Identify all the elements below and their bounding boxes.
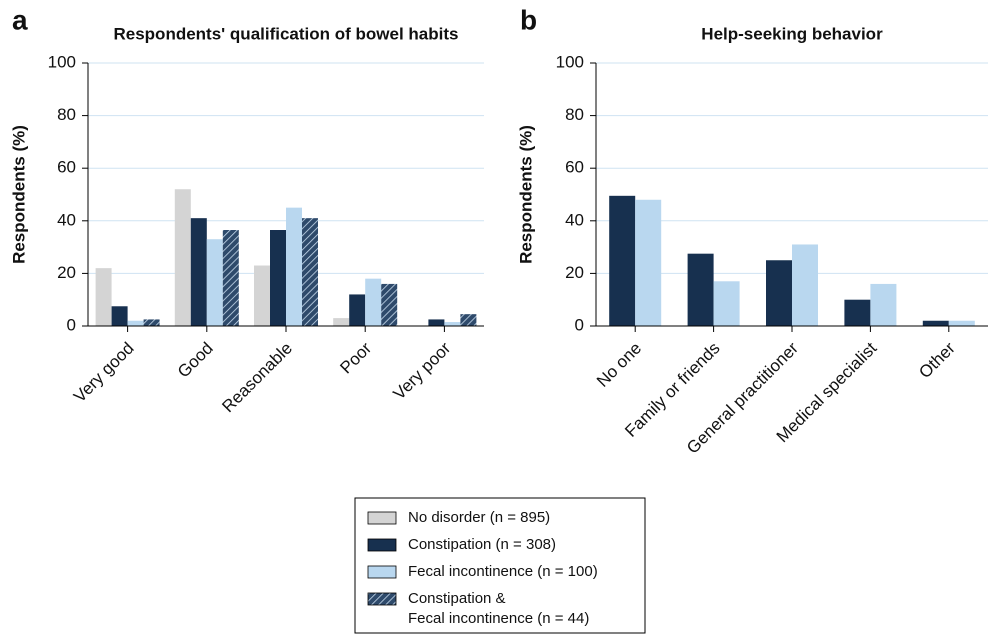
chart-title: Respondents' qualification of bowel habi… xyxy=(113,24,458,43)
x-tick-label: Poor xyxy=(336,338,375,377)
y-tick-label: 40 xyxy=(565,210,584,229)
bar xyxy=(428,319,445,326)
y-tick-label: 60 xyxy=(565,158,584,177)
legend-box xyxy=(354,497,646,634)
bar xyxy=(302,218,318,326)
legend-swatch xyxy=(367,565,397,579)
legend-swatch xyxy=(367,511,397,525)
y-tick-label: 80 xyxy=(565,105,584,124)
legend-label: No disorder (n = 895) xyxy=(408,509,550,526)
x-tick-label: Good xyxy=(174,339,217,382)
bar xyxy=(349,294,366,326)
bar xyxy=(254,265,270,326)
bar xyxy=(635,199,662,326)
bar xyxy=(270,230,286,326)
bar xyxy=(870,283,897,326)
bar xyxy=(948,320,975,326)
bar xyxy=(381,283,398,326)
x-tick-label: Very good xyxy=(70,339,138,407)
legend: No disorder (n = 895) Constipation (n = 3… xyxy=(354,497,646,634)
y-tick-label: 20 xyxy=(565,263,584,282)
x-tick-label: Very poor xyxy=(390,338,455,403)
y-axis-label: Respondents (%) xyxy=(9,125,28,264)
x-tick-label: Other xyxy=(915,338,959,382)
chart-title: Help-seeking behavior xyxy=(701,24,883,43)
bar xyxy=(333,318,350,326)
x-tick-label: No one xyxy=(593,339,645,391)
bar xyxy=(286,207,302,326)
y-tick-label: 0 xyxy=(575,315,584,334)
y-tick-label: 20 xyxy=(57,263,76,282)
legend-label: Constipation (n = 308) xyxy=(408,536,556,553)
y-tick-label: 0 xyxy=(67,315,76,334)
bar xyxy=(792,244,818,326)
bar xyxy=(844,299,871,326)
bar xyxy=(222,230,239,326)
y-tick-label: 60 xyxy=(57,158,76,177)
legend-swatch xyxy=(367,592,397,606)
bar xyxy=(609,195,636,326)
legend-label-line: Constipation & xyxy=(408,590,506,607)
bar xyxy=(766,260,792,326)
bar xyxy=(127,320,144,326)
panel-label: b xyxy=(520,4,537,35)
panel-label: a xyxy=(12,4,28,35)
legend-label-line: Fecal incontinence (n = 44) xyxy=(408,610,589,627)
bar xyxy=(460,314,477,326)
bar xyxy=(922,320,949,326)
y-axis-label: Respondents (%) xyxy=(516,125,535,264)
legend-label: Constipation & Fecal incontinence (n = 44… xyxy=(408,590,589,627)
y-tick-label: 80 xyxy=(57,105,76,124)
legend-swatch xyxy=(367,538,397,552)
bar xyxy=(143,319,160,326)
bar xyxy=(111,306,128,326)
legend-label: Fecal incontinence (n = 100) xyxy=(408,563,598,580)
bar xyxy=(365,278,382,326)
x-tick-label: Reasonable xyxy=(218,339,296,417)
y-tick-label: 100 xyxy=(48,52,76,71)
bar xyxy=(95,268,112,326)
bar xyxy=(444,322,461,326)
bar xyxy=(174,189,191,326)
bar xyxy=(206,239,223,326)
bar xyxy=(713,281,740,326)
y-tick-label: 40 xyxy=(57,210,76,229)
y-tick-label: 100 xyxy=(556,52,584,71)
bar xyxy=(190,218,207,326)
bar xyxy=(687,253,714,326)
